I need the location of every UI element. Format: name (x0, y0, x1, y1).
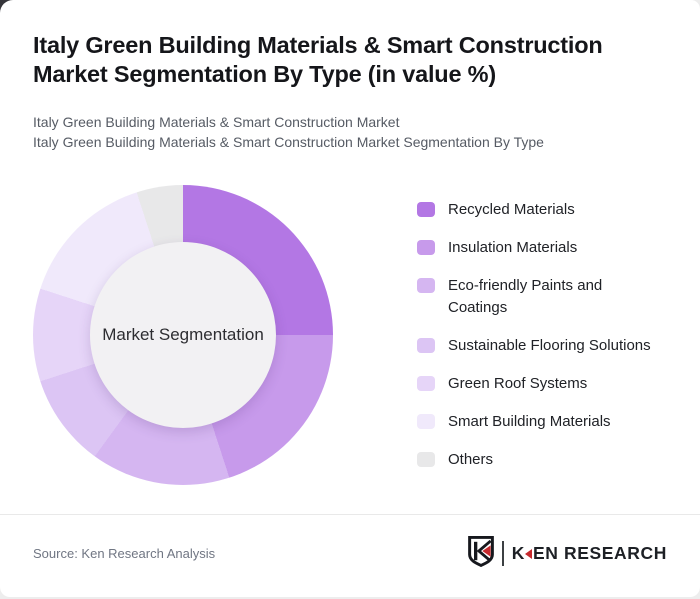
donut-center: Market Segmentation (90, 242, 276, 428)
legend-swatch (417, 202, 435, 217)
legend-label: Sustainable Flooring Solutions (448, 337, 651, 354)
logo-red-triangle-icon (525, 549, 533, 559)
logo-wordmark: K EN RESEARCH (512, 543, 667, 564)
legend-item: Recycled Materials (417, 199, 651, 221)
ken-research-shield-k-icon (467, 535, 495, 572)
donut-chart: Market Segmentation (33, 185, 333, 485)
legend-label: Green Roof Systems (448, 375, 588, 392)
legend-swatch (417, 414, 435, 429)
legend-item: Eco-friendly Paints and Coatings (417, 275, 651, 319)
header: Italy Green Building Materials & Smart C… (33, 31, 667, 152)
legend-item: Insulation Materials (417, 237, 651, 259)
legend-swatch (417, 376, 435, 391)
page-title: Italy Green Building Materials & Smart C… (33, 32, 603, 87)
legend-label: Recycled Materials (448, 201, 575, 218)
legend-item: Green Roof Systems (417, 373, 651, 395)
legend-label: Others (448, 451, 494, 468)
donut-center-label: Market Segmentation (102, 325, 264, 344)
logo-divider (501, 541, 504, 566)
legend-item: Smart Building Materials (417, 411, 651, 433)
legend-label: Insulation Materials (448, 239, 578, 256)
legend-swatch (417, 452, 435, 467)
footer: Source: Ken Research Analysis K EN RESEAR… (0, 514, 700, 572)
legend-item: Sustainable Flooring Solutions (417, 335, 651, 357)
legend-label: Smart Building Materials (448, 413, 611, 430)
logo-wordmark-k: K (511, 543, 526, 563)
subtitle-line-1: Italy Green Building Materials & Smart C… (33, 114, 400, 130)
ken-research-logo: K EN RESEARCH (467, 535, 667, 572)
source-note: Source: Ken Research Analysis (33, 546, 216, 561)
legend-swatch (417, 278, 435, 293)
logo-wordmark-rest: EN RESEARCH (533, 543, 667, 563)
legend-label: Eco-friendly Paints and Coatings (448, 277, 603, 316)
subtitle-line-2: Italy Green Building Materials & Smart C… (33, 133, 544, 150)
legend-item: Others (417, 449, 651, 471)
chart-legend: Recycled Materials Insulation Materials Ec… (417, 199, 651, 487)
legend-swatch (417, 240, 435, 255)
legend-swatch (417, 338, 435, 353)
